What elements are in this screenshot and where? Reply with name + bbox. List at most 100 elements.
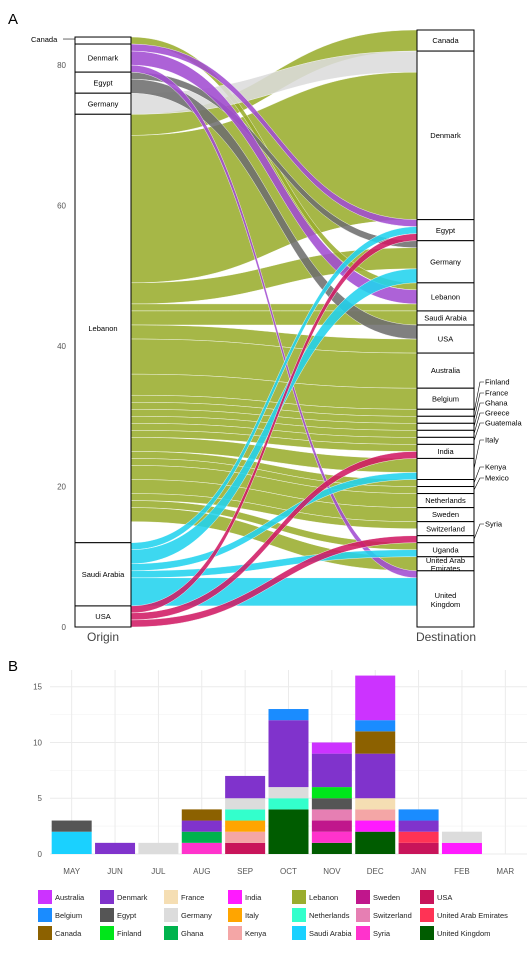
bar-segment-nov-australia [311,742,352,754]
bar-segment-jan-denmark [398,820,439,832]
destination-label-australia: Australia [431,366,461,375]
bar-segment-dec-australia [355,675,396,721]
bar-segment-oct-belgium [268,709,309,721]
axis-title-origin: Origin [87,630,119,644]
alluvial-flows [130,29,418,628]
legend-swatch-switzerland [356,908,370,922]
x-tick-label-jul: JUL [151,867,166,876]
destination-leader-line [473,523,484,540]
origin-label-egypt: Egypt [93,78,113,87]
origin-label-saudi-arabia: Saudi Arabia [82,570,125,579]
legend-swatch-united-kingdom [420,926,434,940]
destination-node-ghana [416,422,475,431]
legend-swatch-belgium [38,908,52,922]
destination-label-india: India [437,447,454,456]
destination-label-saudi-arabia: Saudi Arabia [424,314,467,323]
bar-segment-nov-switzerland [311,809,352,821]
y-tick-label-a: 20 [57,483,66,492]
bar-segment-dec-canada [355,731,396,754]
x-tick-label-jan: JAN [411,867,426,876]
destination-label-syria: Syria [485,520,503,529]
destination-label-guatemala: Guatemala [485,419,523,428]
bar-segment-dec-france [355,798,396,810]
bar-segment-aug-canada [181,809,222,821]
destination-label-belgium: Belgium [432,394,459,403]
bar-segment-nov-united-kingdom [311,842,352,854]
destination-label-sweden: Sweden [432,510,459,519]
destination-label-switzerland: Switzerland [426,524,465,533]
bar-segment-aug-syria [181,842,222,854]
legend-swatch-germany [164,908,178,922]
destination-label-usa: USA [438,335,453,344]
origin-label-canada: Canada [31,35,58,44]
bar-segment-sep-kenya [225,831,266,843]
destination-node-syria [416,535,475,544]
legend-swatch-india [228,890,242,904]
bar-segment-sep-germany [225,798,266,810]
legend-label-sweden: Sweden [373,893,400,902]
y-tick-label-b: 10 [33,738,42,747]
bar-segment-jan-united-arab-emirates [398,831,439,843]
bar-segment-aug-ghana [181,831,222,843]
destination-label-france: France [485,389,508,398]
x-tick-label-nov: NOV [323,867,341,876]
bar-segment-sep-denmark [225,775,266,799]
legend-label-ghana: Ghana [181,929,204,938]
bar-segment-dec-belgium [355,720,396,732]
origin-node-denmark [74,43,132,73]
legend-label-switzerland: Switzerland [373,911,412,920]
legend-label-lebanon: Lebanon [309,893,338,902]
y-tick-label-b: 5 [38,794,43,803]
legend-label-kenya: Kenya [245,929,267,938]
bar-segment-oct-denmark [268,720,309,788]
destination-label-united-kingdom: United [435,591,457,600]
legend-label-saudi-arabia: Saudi Arabia [309,929,352,938]
legend-label-canada: Canada [55,929,82,938]
destination-node-finland [416,408,475,417]
y-tick-label-b: 15 [33,683,42,692]
destination-node-kenya [416,479,475,488]
y-tick-label-b: 0 [38,850,43,859]
x-tick-label-mar: MAR [496,867,514,876]
legend-swatch-sweden [356,890,370,904]
bar-segment-dec-kenya [355,809,396,821]
destination-label-egypt: Egypt [436,226,456,235]
bar-segment-nov-denmark [311,753,352,788]
flow-lebanon-to-lebanon [130,303,418,312]
legend-label-india: India [245,893,262,902]
destination-label-greece: Greece [485,409,510,418]
destination-leader-line [473,392,484,420]
x-tick-label-may: MAY [63,867,80,876]
origin-node-saudi-arabia [74,542,132,607]
bar-segment-dec-united-kingdom [355,831,396,854]
destination-leader-line [473,381,484,413]
destination-node-mexico [416,486,475,495]
bar-segment-nov-finland [311,787,352,799]
bar-segment-oct-netherlands [268,798,309,810]
bar-segment-feb-india [441,842,482,854]
legend-swatch-canada [38,926,52,940]
legend-label-united-arab-emirates: United Arab Emirates [437,911,508,920]
destination-node-united-kingdom [416,570,475,628]
destination-label-united-arab-emirates-line2: Emirates [431,564,461,573]
alluvial-panel: A 0 20 40 60 80 Canada Denmark Egypt Germany Leban… [8,11,523,644]
destination-leader-line [473,477,484,491]
origin-node-canada [74,36,132,45]
destination-label-italy: Italy [485,436,499,445]
destination-label-mexico: Mexico [485,474,509,483]
destination-leader-line [473,412,484,434]
legend-swatch-denmark [100,890,114,904]
legend-swatch-finland [100,926,114,940]
destination-leader-line [473,422,484,441]
legend-swatch-ghana [164,926,178,940]
destination-label-finland: Finland [485,378,510,387]
bar-segment-oct-germany [268,787,309,799]
legend-label-italy: Italy [245,911,259,920]
bar-segment-aug-denmark [181,820,222,832]
origin-node-lebanon [74,113,132,544]
axis-title-destination: Destination [416,630,476,644]
destination-label-ghana: Ghana [485,399,508,408]
origin-label-germany: Germany [88,99,119,108]
bar-segment-jan-usa [398,842,439,854]
